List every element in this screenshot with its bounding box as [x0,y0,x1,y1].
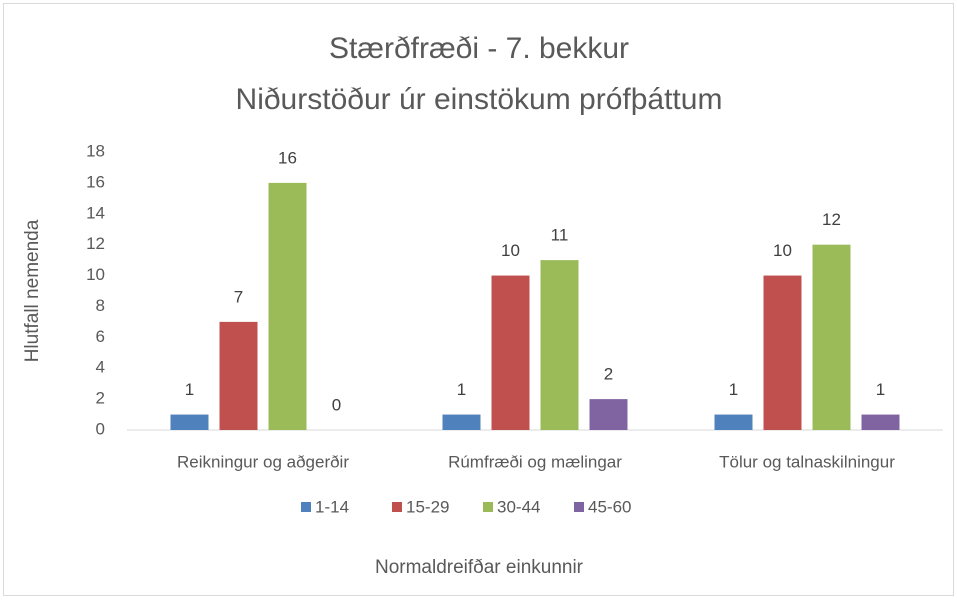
data-label: 16 [278,148,297,167]
legend-label: 1-14 [315,497,349,516]
data-label: 1 [876,380,885,399]
x-tick-label: Tölur og talnaskilningur [719,452,895,471]
y-tick-label: 16 [86,172,105,191]
data-label: 2 [604,365,613,384]
y-tick-label: 0 [96,419,105,438]
y-tick-label: 10 [86,265,105,284]
data-label: 1 [185,380,194,399]
bar [763,275,802,430]
y-tick-label: 12 [86,234,105,253]
data-label: 12 [822,210,841,229]
legend-swatch [392,502,402,512]
legend-label: 15-29 [406,497,449,516]
data-label: 11 [551,226,569,245]
y-tick-label: 8 [96,296,105,315]
bar [714,414,753,430]
y-tick-label: 18 [86,141,105,160]
chart-subtitle: Niðurstöður úr einstökum prófþáttum [236,83,723,116]
bar [491,275,530,430]
data-label: 1 [457,380,466,399]
bar [589,399,628,430]
y-tick-label: 6 [96,327,105,346]
x-axis-title: Normaldreifðar einkunnir [375,557,584,578]
legend-label: 45-60 [588,497,631,516]
data-label: 7 [234,287,243,306]
legend-swatch [301,502,311,512]
y-tick-label: 4 [96,358,105,377]
bar [861,414,900,430]
legend-swatch [574,502,584,512]
chart-title: Stærðfræði - 7. bekkur [329,32,629,65]
bar [219,321,258,430]
legend-swatch [483,502,493,512]
data-label: 0 [332,395,341,414]
data-label: 10 [773,241,792,260]
bar [540,260,579,430]
x-tick-label: Rúmfræði og mælingar [448,452,622,471]
bar [812,244,851,430]
bar [268,182,307,430]
data-label: 10 [501,241,520,260]
y-tick-label: 14 [86,203,105,222]
y-tick-label: 2 [96,389,105,408]
bar [170,414,209,430]
legend-label: 30-44 [497,497,540,516]
x-tick-label: Reikningur og aðgerðir [177,452,349,471]
data-label: 1 [729,380,738,399]
y-axis-title: Hlutfall nemenda [22,219,43,362]
bar [442,414,481,430]
